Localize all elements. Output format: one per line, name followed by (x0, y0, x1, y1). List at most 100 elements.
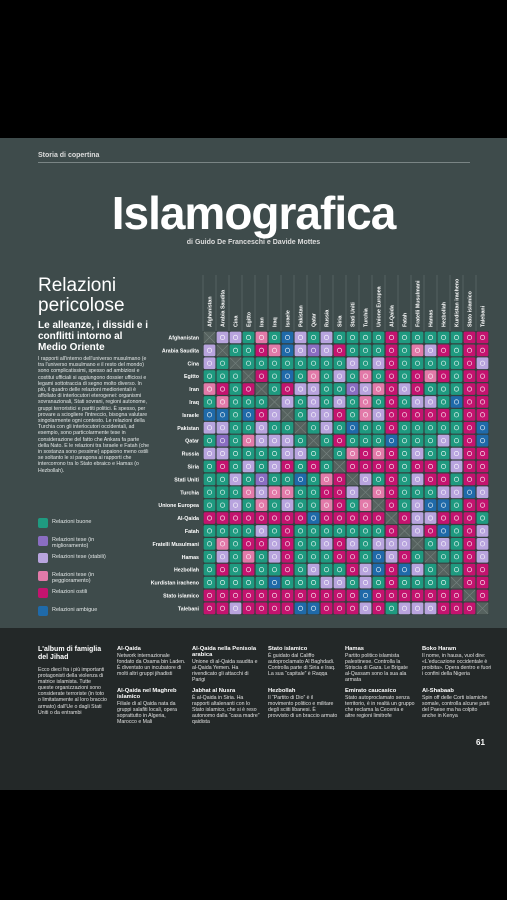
cell-icon (258, 528, 265, 534)
column-label: Russia (325, 310, 331, 327)
column-label: Israele (286, 310, 292, 327)
relation-cell (268, 460, 281, 473)
relation-cell (320, 602, 333, 615)
relation-cell (294, 434, 307, 447)
column-label: Talebani (481, 305, 487, 327)
relation-cell (398, 460, 411, 473)
row-label: Qatar (185, 439, 199, 445)
entry-text: È al-Qaida in Siria. Ha rapporti altalen… (192, 695, 260, 726)
relation-cell (294, 344, 307, 357)
relation-cell (450, 357, 463, 370)
cell-icon (232, 528, 239, 534)
relation-cell (203, 563, 216, 576)
cell-icon (440, 579, 447, 586)
cell-icon (310, 579, 317, 586)
cell-icon (401, 438, 408, 444)
relation-cell (372, 409, 385, 421)
relation-cell (229, 589, 242, 602)
relation-cell (242, 331, 255, 344)
cell-icon (310, 412, 317, 418)
row-label: Fatah (185, 529, 199, 535)
relation-cell (476, 331, 489, 344)
relation-cell (424, 486, 437, 499)
relation-cell (229, 473, 242, 486)
cell-icon (232, 450, 239, 457)
relation-cell (281, 602, 294, 615)
cell-icon (453, 489, 460, 495)
relation-cell (411, 331, 424, 344)
column-label: Hamas (429, 310, 435, 327)
cell-icon (427, 605, 434, 611)
cell-icon (232, 515, 239, 521)
cell-icon (271, 425, 278, 431)
cell-icon (362, 554, 369, 560)
cell-icon (414, 450, 421, 457)
entry-text: Network internazionale fondato da Osama … (117, 653, 186, 678)
cell-icon (401, 476, 408, 482)
footer-entry: Al-Qaida nella Penisola arabica Unione di… (192, 646, 262, 684)
cell-icon (349, 515, 356, 521)
relation-cell (229, 370, 242, 382)
diagonal-cross (307, 434, 320, 447)
cell-icon (375, 567, 382, 573)
relation-cell (242, 344, 255, 357)
cell-icon (336, 334, 343, 341)
relation-cell (281, 434, 294, 447)
relation-cell (203, 421, 216, 434)
cell-icon (479, 515, 486, 521)
cell-icon (466, 360, 473, 366)
cell-icon (271, 567, 278, 573)
relation-cell (216, 512, 229, 524)
cell-icon (349, 334, 356, 341)
cell-icon (414, 438, 421, 444)
cell-icon (362, 567, 369, 573)
relation-cell (229, 434, 242, 447)
cell-icon (219, 528, 226, 534)
cell-icon (388, 347, 395, 353)
entry-text: Filiale di al Qaida nata da gruppi salaf… (117, 701, 177, 726)
relation-cell (229, 486, 242, 499)
relation-cell (294, 576, 307, 589)
relation-cell (203, 460, 216, 473)
row-label: Talebani (178, 606, 200, 612)
relation-cell (242, 602, 255, 615)
cell-icon (479, 450, 486, 457)
relation-cell (411, 563, 424, 576)
relation-cell (463, 331, 476, 344)
relation-cell (411, 576, 424, 589)
relation-cell (359, 331, 372, 344)
relation-cell (463, 357, 476, 370)
cell-icon (297, 399, 304, 405)
relation-cell (411, 473, 424, 486)
relation-cell (216, 447, 229, 460)
row-label: Hamas (182, 555, 199, 561)
relation-cell (385, 499, 398, 511)
column-label: Siria (338, 315, 344, 327)
cell-icon (310, 502, 317, 508)
cell-icon (219, 567, 226, 573)
cell-icon (427, 438, 434, 444)
column-label: Arabia Saudita (221, 290, 227, 327)
cell-icon (219, 334, 226, 341)
cell-icon (206, 373, 213, 379)
relation-cell (203, 357, 216, 370)
cell-icon (479, 541, 486, 547)
relation-cell (307, 538, 320, 550)
relation-cell (333, 512, 346, 524)
relation-cell (268, 589, 281, 602)
cell-icon (310, 373, 317, 379)
cell-icon (375, 386, 382, 392)
relation-cell (294, 473, 307, 486)
row-label: Egitto (184, 374, 200, 380)
cell-icon (284, 502, 291, 508)
relation-cell (437, 383, 450, 395)
relation-cell (372, 589, 385, 602)
cell-icon (206, 412, 213, 418)
cell-icon (453, 438, 460, 444)
relation-cell (294, 538, 307, 550)
relation-cell (268, 447, 281, 460)
cell-icon (440, 425, 447, 431)
cell-icon (206, 386, 213, 392)
cell-icon (297, 489, 304, 495)
cell-icon (310, 347, 317, 353)
